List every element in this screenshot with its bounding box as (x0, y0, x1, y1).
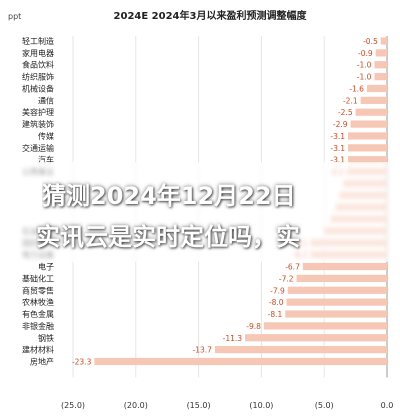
data-label: -2.5 (338, 108, 353, 117)
bar (374, 73, 387, 81)
data-label: -3.1 (330, 144, 345, 153)
category-label: 农林牧渔 (22, 297, 54, 307)
data-label: -23.3 (72, 357, 92, 366)
category-label: 商贸零售 (22, 285, 54, 295)
bar (245, 334, 387, 342)
bar (348, 156, 387, 164)
bar (374, 61, 387, 69)
headline-line-1: 猜测2024年12月22日 (42, 182, 296, 210)
data-label: -0.9 (358, 49, 373, 58)
x-tick-label: (15.0) (187, 401, 211, 410)
chart-title: 2024E 2024年3月以来盈利预测调整幅度 (114, 9, 308, 22)
data-label: -13.7 (193, 346, 213, 355)
data-label: -1.0 (357, 73, 372, 82)
data-label: -0.5 (363, 37, 378, 46)
category-label: 建筑装饰 (22, 119, 54, 129)
bar (296, 274, 387, 282)
data-label: -3.1 (330, 132, 345, 141)
category-label: 房地产 (30, 356, 54, 366)
bar (348, 144, 387, 152)
category-label: 美容护理 (22, 107, 54, 117)
data-label: -1.0 (357, 61, 372, 70)
bar (285, 310, 387, 318)
data-label: -2.9 (333, 120, 348, 129)
category-label: 电子 (38, 262, 54, 272)
category-label: 轻工制造 (22, 36, 54, 46)
bar (287, 286, 387, 294)
bar (94, 357, 388, 366)
bar (214, 346, 387, 354)
x-tick-label: (25.0) (61, 401, 85, 410)
data-label: -11.3 (223, 334, 243, 343)
category-label: 通信 (38, 95, 54, 105)
bar (348, 132, 387, 140)
category-label: 非银金融 (22, 321, 54, 331)
data-label: -7.9 (270, 286, 285, 295)
bar (375, 49, 387, 57)
data-label: -6.7 (285, 263, 300, 272)
data-label: -8.0 (269, 298, 284, 307)
data-label: -2.1 (343, 96, 358, 105)
category-label: 机械设备 (22, 83, 54, 93)
bar (302, 262, 387, 271)
category-label: 纺织服饰 (22, 72, 54, 82)
bar (366, 84, 387, 93)
category-label: 传媒 (38, 131, 54, 141)
headline-line-2: 实讯云是实时定位吗，实 (36, 223, 300, 251)
headline-banner (0, 162, 400, 262)
category-label: 钢铁 (38, 333, 54, 343)
data-label: -1.6 (349, 84, 364, 93)
bar (355, 108, 387, 116)
category-label: 建材材料 (22, 345, 54, 355)
bar (286, 298, 387, 306)
bar (380, 37, 387, 45)
data-label: -8.1 (268, 310, 283, 319)
category-label: 有色金属 (22, 309, 54, 319)
category-label: 汽车 (38, 155, 54, 165)
y-axis-unit-label: ppt (8, 12, 21, 21)
category-label: 食品饮料 (22, 60, 54, 70)
bar (360, 96, 387, 104)
x-tick-label: 0.0 (381, 401, 394, 410)
bar (263, 322, 387, 330)
category-label: 基础化工 (22, 273, 54, 283)
x-tick-label: (5.0) (315, 401, 334, 410)
data-label: -3.1 (330, 156, 345, 165)
x-tick-label: (10.0) (249, 401, 273, 410)
category-label: 交通运输 (22, 143, 54, 153)
x-tick-label: (20.0) (124, 401, 148, 410)
bar (350, 120, 387, 128)
data-label: -7.2 (279, 274, 294, 283)
category-label: 家用电器 (22, 48, 54, 58)
data-label: -9.8 (246, 322, 261, 331)
